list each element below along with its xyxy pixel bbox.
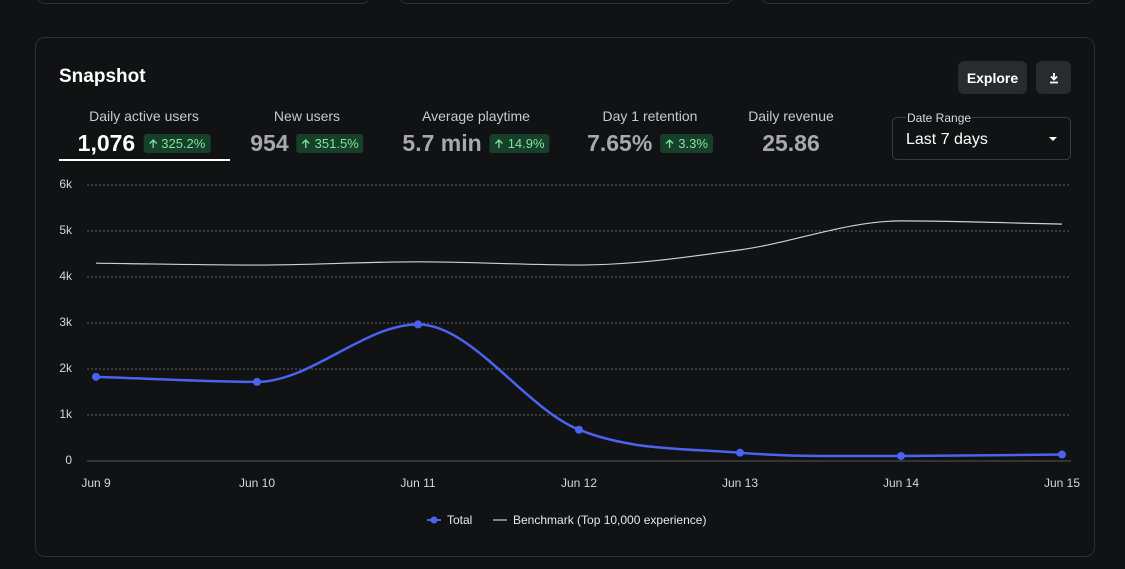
delta-value: 351.5% bbox=[314, 136, 359, 151]
date-range-value: Last 7 days bbox=[906, 131, 988, 148]
metric-value: 1,076 bbox=[77, 130, 136, 156]
metric-label: Average playtime bbox=[422, 108, 530, 124]
point bbox=[1058, 450, 1066, 459]
y-tick-label: 6k bbox=[59, 177, 73, 191]
legend-dot bbox=[430, 516, 438, 524]
y-tick-label: 0 bbox=[65, 453, 72, 467]
metric-value: 954 bbox=[250, 130, 289, 156]
metric-row: 954 351.5% bbox=[250, 130, 364, 157]
point bbox=[92, 372, 100, 381]
download-button[interactable] bbox=[1036, 61, 1071, 94]
delta-badge: 3.3% bbox=[660, 134, 713, 153]
delta-value: 325.2% bbox=[161, 136, 206, 151]
title: Snapshot bbox=[59, 66, 146, 87]
metric-label: New users bbox=[273, 108, 341, 124]
metric-label: Day 1 retention bbox=[602, 108, 698, 124]
metric-row: 1,076 325.2% bbox=[78, 130, 211, 157]
up-arrow bbox=[302, 138, 311, 148]
metric-tab[interactable]: Day 1 retention 7.65% 3.3% bbox=[587, 108, 713, 157]
caret bbox=[1049, 137, 1057, 141]
x-tick-label: Jun 9 bbox=[81, 476, 111, 490]
x-tick-label: Jun 12 bbox=[561, 476, 597, 490]
date-range-select[interactable]: Date Range Last 7 days bbox=[892, 111, 1071, 160]
metric-row: 7.65% 3.3% bbox=[587, 130, 713, 157]
metric-label: Daily active users bbox=[89, 108, 199, 124]
series-line bbox=[95, 220, 1063, 266]
legend-label: Benchmark (Top 10,000 experience) bbox=[513, 513, 706, 527]
metric-value: 7.65% bbox=[587, 130, 653, 156]
x-tick-label: Jun 15 bbox=[1044, 476, 1080, 490]
point bbox=[575, 425, 583, 434]
explore-button[interactable]: Explore bbox=[958, 61, 1027, 94]
up-arrow bbox=[665, 138, 674, 148]
delta-value: 14.9% bbox=[507, 136, 545, 151]
delta-badge: 351.5% bbox=[296, 134, 364, 153]
y-tick-label: 1k bbox=[59, 407, 73, 421]
metric-tab[interactable]: Average playtime 5.7 min 14.9% bbox=[402, 108, 550, 157]
x-tick-label: Jun 14 bbox=[883, 476, 919, 490]
y-tick-label: 5k bbox=[59, 223, 73, 237]
point bbox=[736, 448, 744, 457]
x-tick-label: Jun 13 bbox=[722, 476, 758, 490]
metric-value: 25.86 bbox=[762, 130, 820, 156]
y-tick-label: 4k bbox=[59, 269, 73, 283]
date-range-label: Date Range bbox=[906, 111, 973, 125]
y-tick-label: 3k bbox=[59, 315, 73, 329]
delta-badge: 325.2% bbox=[143, 134, 211, 153]
metric-tab[interactable]: Daily active users 1,076 325.2% bbox=[78, 108, 211, 157]
snapshot-card bbox=[35, 37, 1095, 557]
delta-value: 3.3% bbox=[678, 136, 708, 151]
up-arrow bbox=[495, 138, 504, 148]
metric-row: 5.7 min 14.9% bbox=[402, 130, 550, 157]
y-tick-label: 2k bbox=[59, 361, 73, 375]
metric-tab[interactable]: New users 954 351.5% bbox=[250, 108, 364, 157]
point bbox=[253, 377, 261, 386]
tab-underline bbox=[59, 159, 230, 161]
delta-badge: 14.9% bbox=[489, 134, 550, 153]
metric-row: 25.86 bbox=[748, 130, 834, 157]
x-tick-label: Jun 10 bbox=[239, 476, 275, 490]
metric-value: 5.7 min bbox=[402, 130, 482, 156]
legend-label: Total bbox=[447, 513, 472, 527]
download-icon bbox=[1049, 72, 1058, 83]
metric-tab[interactable]: Daily revenue 25.86 bbox=[748, 108, 834, 157]
series-line bbox=[95, 323, 1063, 458]
metric-label: Daily revenue bbox=[748, 108, 834, 124]
point bbox=[897, 451, 905, 460]
x-tick-label: Jun 11 bbox=[400, 476, 435, 490]
point bbox=[414, 320, 422, 329]
up-arrow bbox=[148, 138, 157, 148]
